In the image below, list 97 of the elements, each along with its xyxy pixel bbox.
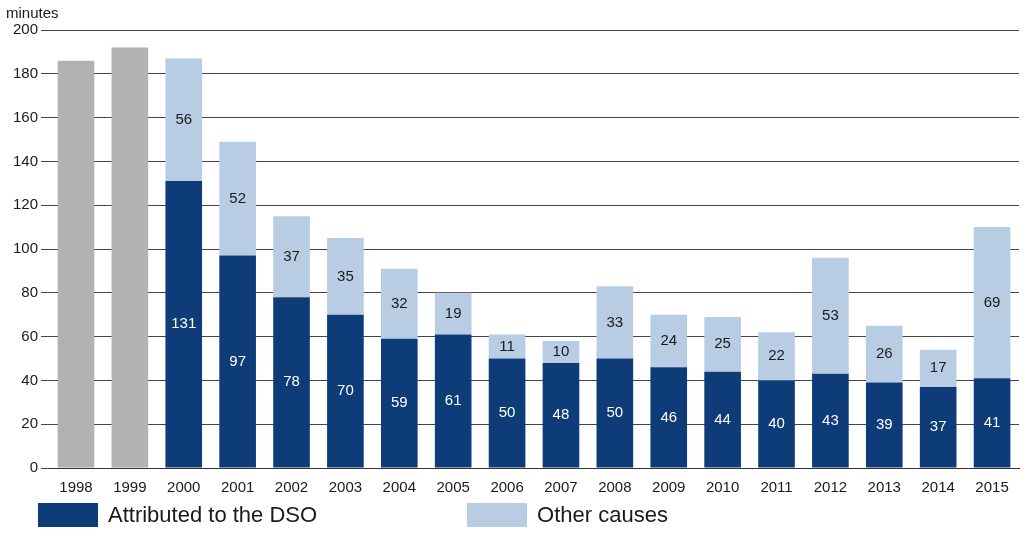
data-label: 33 xyxy=(606,312,624,330)
bar xyxy=(434,292,472,335)
data-label: 26 xyxy=(875,344,893,362)
bar xyxy=(919,386,957,468)
data-label: 131 xyxy=(171,314,197,332)
data-label: 39 xyxy=(875,415,893,433)
bar xyxy=(865,325,903,383)
data-label: 70 xyxy=(337,381,354,399)
bar xyxy=(650,367,688,468)
y-tick-label: 160 xyxy=(13,107,39,125)
data-label: 53 xyxy=(822,305,839,323)
x-tick-label: 2009 xyxy=(652,478,686,496)
data-label: 32 xyxy=(390,293,408,311)
bar xyxy=(380,338,418,468)
data-label: 43 xyxy=(822,410,839,428)
bar xyxy=(57,60,95,468)
data-label: 22 xyxy=(768,346,785,364)
bar xyxy=(488,358,526,468)
x-tick-label: 2000 xyxy=(167,478,201,496)
data-label: 52 xyxy=(229,188,246,206)
data-label: 56 xyxy=(175,109,193,127)
bar xyxy=(219,141,256,256)
x-tick-label: 2004 xyxy=(382,478,416,496)
y-tick-label: 100 xyxy=(13,239,39,257)
x-tick-label: 2005 xyxy=(436,478,470,496)
x-tick-label: 2011 xyxy=(760,478,793,496)
y-tick-label: 140 xyxy=(13,151,39,169)
bar xyxy=(273,216,310,298)
x-tick-label: 2008 xyxy=(598,478,632,496)
data-label: 10 xyxy=(552,342,570,360)
data-label: 78 xyxy=(283,372,300,390)
data-label: 35 xyxy=(337,266,354,284)
bar xyxy=(650,314,688,368)
data-label: 48 xyxy=(552,405,570,423)
x-tick-label: 2001 xyxy=(220,478,255,496)
bar xyxy=(596,286,634,359)
x-tick-label: 2002 xyxy=(274,478,309,496)
bar xyxy=(973,378,1011,468)
bar xyxy=(704,371,741,468)
bar xyxy=(273,297,310,468)
y-tick-label: 200 xyxy=(13,20,39,38)
x-tick-label: 2007 xyxy=(544,478,578,496)
bar xyxy=(488,334,526,359)
data-label: 50 xyxy=(498,403,516,421)
data-label: 37 xyxy=(283,246,300,264)
data-label: 50 xyxy=(606,403,624,421)
bar xyxy=(327,238,364,315)
bar xyxy=(812,373,849,468)
data-label: 17 xyxy=(929,358,947,376)
data-label: 61 xyxy=(444,391,462,409)
x-tick-label: 2012 xyxy=(813,478,848,496)
data-label: 59 xyxy=(390,393,408,411)
bar xyxy=(327,314,364,468)
y-tick-label: 0 xyxy=(29,458,39,476)
data-label: 97 xyxy=(229,351,246,369)
legend-label: Other causes xyxy=(537,502,668,528)
data-label: 24 xyxy=(660,331,678,349)
bar xyxy=(865,382,903,468)
bar xyxy=(165,58,203,182)
bar xyxy=(219,255,256,468)
x-tick-label: 2006 xyxy=(490,478,524,496)
data-label: 37 xyxy=(929,417,947,435)
x-tick-label: 2010 xyxy=(705,478,740,496)
x-tick-label: 2015 xyxy=(975,478,1009,496)
x-tick-label: 1999 xyxy=(113,478,147,496)
bar xyxy=(812,257,849,374)
y-tick-label: 180 xyxy=(13,63,39,81)
bar xyxy=(542,362,580,468)
data-label: 11 xyxy=(499,336,515,354)
data-label: 40 xyxy=(768,414,785,432)
y-axis-title: minutes xyxy=(6,3,59,21)
y-tick-label: 20 xyxy=(21,414,39,432)
data-label: 41 xyxy=(983,413,1001,430)
x-tick-label: 2014 xyxy=(921,478,955,496)
data-label: 69 xyxy=(983,292,1001,310)
legend-label: Attributed to the DSO xyxy=(108,502,318,528)
y-tick-label: 80 xyxy=(21,282,39,300)
bar xyxy=(919,349,957,387)
y-tick-label: 40 xyxy=(21,370,39,388)
x-tick-label: 1998 xyxy=(59,478,93,496)
y-tick-label: 60 xyxy=(21,326,39,344)
x-tick-label: 2003 xyxy=(328,478,363,496)
data-label: 19 xyxy=(444,303,462,321)
data-label: 44 xyxy=(714,409,731,427)
data-label: 25 xyxy=(714,334,731,352)
data-label: 46 xyxy=(660,407,678,425)
x-tick-label: 2013 xyxy=(867,478,901,496)
bar xyxy=(973,227,1011,379)
bar xyxy=(758,332,795,381)
y-tick-label: 120 xyxy=(13,195,39,213)
bar xyxy=(111,47,149,468)
bar xyxy=(596,358,634,468)
bar xyxy=(380,268,418,339)
bar xyxy=(434,334,472,468)
bar xyxy=(704,316,741,372)
bar xyxy=(165,181,203,468)
bar xyxy=(758,380,795,468)
